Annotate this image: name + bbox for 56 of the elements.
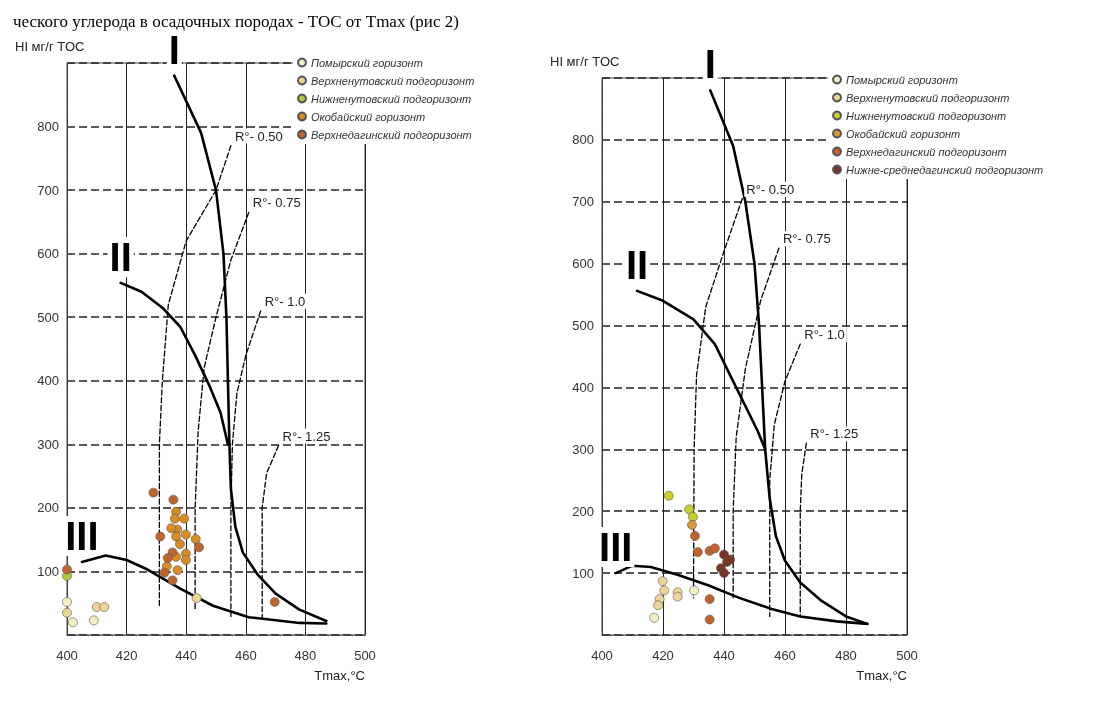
x-tick-label: 440	[713, 648, 735, 663]
y-tick-label: 300	[572, 441, 594, 457]
legend-label: Верхненутовский подгоризонт	[311, 74, 475, 87]
series-label: II	[109, 234, 132, 279]
legend-label: Верхнедагинский подгоризонт	[846, 145, 1007, 158]
x-tick-label: 400	[591, 648, 613, 663]
x-tick-label: 460	[234, 648, 257, 663]
x-tick-label: 460	[774, 648, 796, 663]
annotation: R°- 1.25	[282, 428, 331, 444]
y-tick-label: 800	[572, 132, 594, 148]
x-tick-label: 500	[354, 648, 376, 663]
x-tick-label: 500	[896, 648, 918, 663]
x-tick-label: 440	[175, 648, 198, 663]
annotation: R°- 1.0	[264, 293, 306, 309]
y-tick-label: 100	[37, 563, 59, 579]
y-tick-label: 400	[37, 373, 59, 389]
y-tick-label: 600	[37, 246, 59, 262]
annotation: R°- 0.50	[234, 128, 283, 144]
y-axis-title: HI мг/г TOC	[550, 54, 620, 69]
y-tick-label: 300	[37, 436, 59, 452]
legend-label: Нижненутовский подгоризонт	[311, 92, 472, 105]
y-axis-title: HI мг/г TOC	[15, 39, 85, 54]
x-tick-label: 400	[56, 648, 78, 663]
legend-label: Окобайский горизонт	[311, 110, 426, 123]
y-tick-label: 100	[572, 565, 594, 581]
annotation: R°- 1.25	[810, 426, 859, 442]
x-tick-label: 480	[835, 648, 857, 663]
y-tick-label: 500	[37, 309, 59, 325]
series-label: II	[625, 242, 649, 287]
annotation: R°- 0.50	[746, 181, 795, 197]
y-tick-label: 200	[572, 503, 594, 519]
x-tick-label: 480	[294, 648, 317, 663]
legend-label: Нижне-среднедагинский подгоризонт	[846, 163, 1044, 176]
y-tick-label: 400	[572, 379, 594, 395]
legend-label: Помырский горизонт	[846, 73, 958, 86]
y-tick-label: 600	[572, 256, 594, 272]
series-label: III	[599, 525, 633, 570]
series-label: III	[65, 513, 99, 558]
x-tick-label: 420	[115, 648, 138, 663]
x-axis-title: Tmax,°C	[314, 668, 365, 683]
legend-label: Верхненутовский подгоризонт	[846, 91, 1010, 104]
x-axis-title: Tmax,°C	[856, 668, 907, 683]
y-tick-label: 200	[37, 500, 59, 516]
x-tick-label: 420	[652, 648, 674, 663]
annotation: R°- 1.0	[804, 327, 845, 343]
y-tick-label: 800	[37, 119, 59, 135]
legend-label: Верхнедагинский подгоризонт	[311, 128, 472, 141]
legend-label: Нижненутовский подгоризонт	[846, 109, 1007, 122]
y-tick-label: 500	[572, 318, 594, 334]
y-tick-label: 700	[37, 182, 59, 198]
series-label: I	[704, 42, 716, 87]
annotation: R°- 0.75	[252, 195, 301, 211]
annotation: R°- 0.75	[782, 231, 831, 247]
legend-label: Помырский горизонт	[311, 56, 423, 69]
y-tick-label: 700	[572, 194, 594, 210]
legend-label: Окобайский горизонт	[846, 127, 961, 140]
